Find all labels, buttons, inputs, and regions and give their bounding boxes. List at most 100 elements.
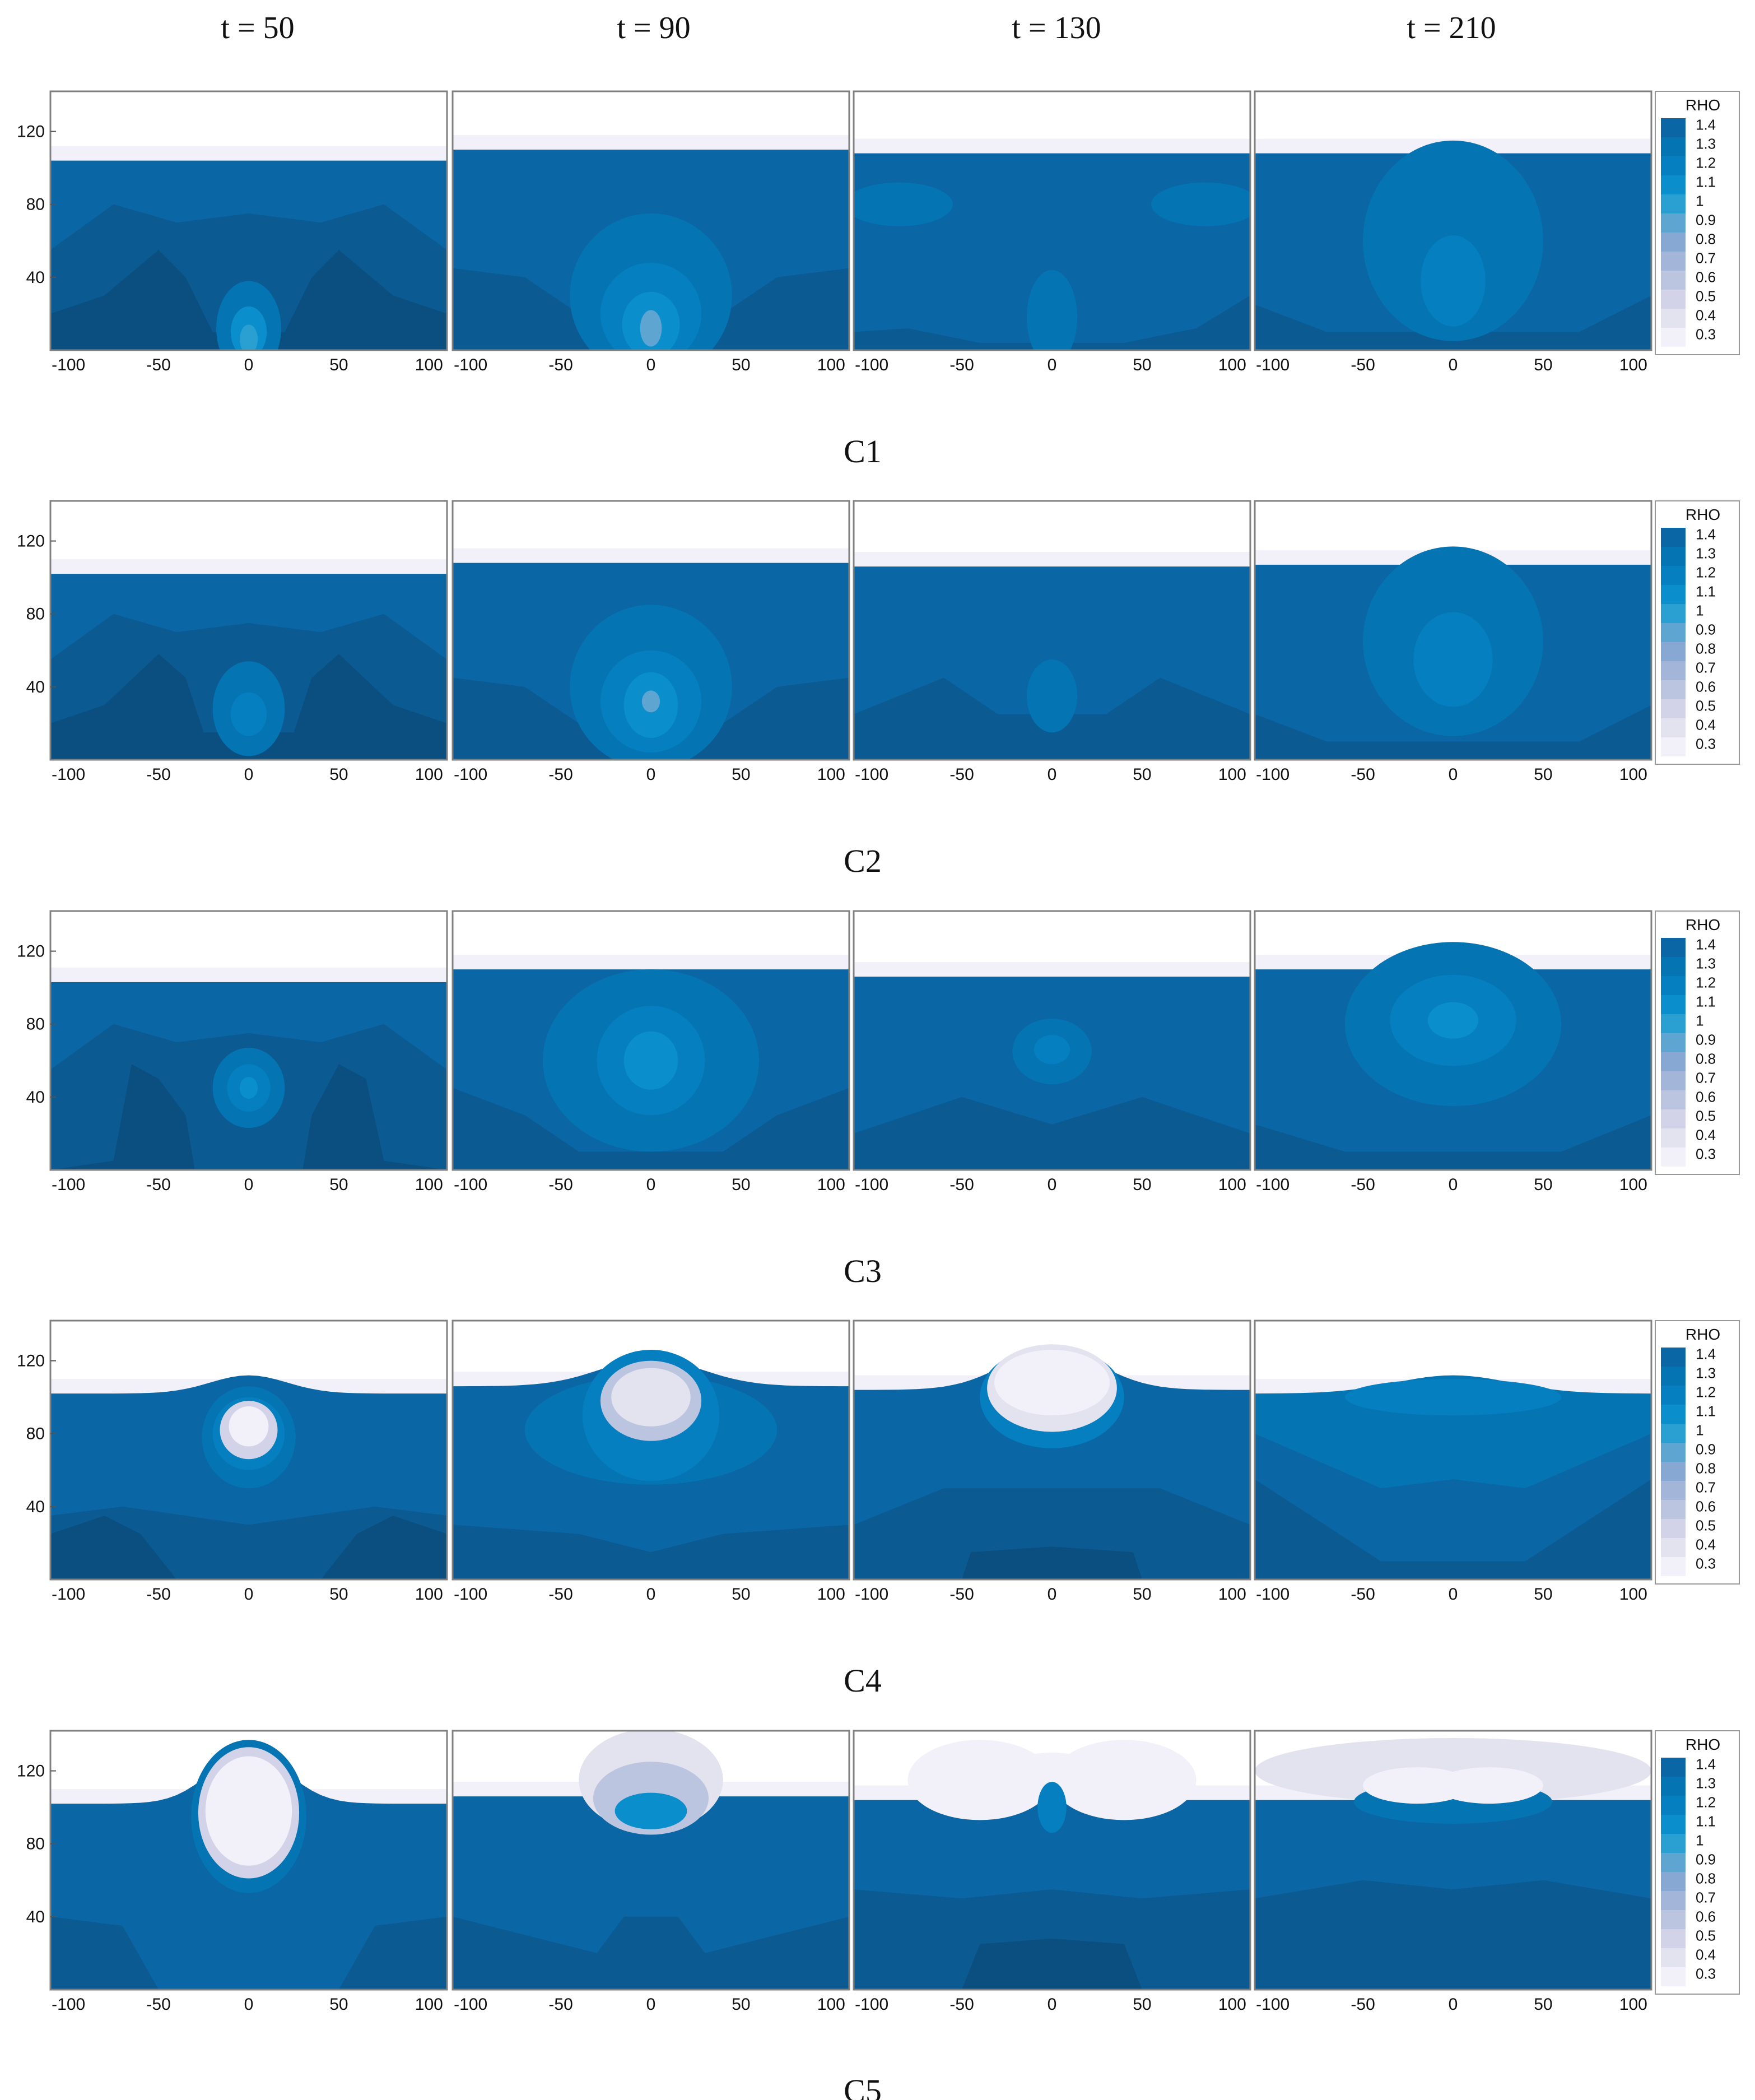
x-tick-label: -50: [146, 1585, 170, 1604]
legend-swatch: [1661, 957, 1686, 976]
rho-legend: RHO 1.4 1.3 1.2 1.1 1 0.9 0.8 0.7 0.6 0.5 0.4 0.3: [1655, 910, 1740, 1175]
x-tick-label: 50: [329, 1585, 348, 1604]
density-contour-region: [1255, 1433, 1651, 1579]
x-tick-label: 0: [646, 1585, 656, 1604]
panel-frame: [853, 910, 1251, 1171]
x-tick-label: -50: [548, 1585, 572, 1604]
density-contour-region: [453, 1088, 849, 1170]
x-tick-label: 50: [1133, 1176, 1151, 1194]
legend-value: 0.6: [1696, 1498, 1716, 1514]
legend-value: 0.9: [1696, 1031, 1716, 1048]
contour-field: [1255, 91, 1651, 350]
legend-swatch: [1661, 680, 1686, 699]
density-contour-region: [854, 295, 1250, 350]
panel-frame: [49, 1320, 448, 1581]
legend-value: 1.3: [1696, 135, 1716, 152]
density-contour-region: [1255, 1115, 1651, 1170]
x-tick-label: -50: [548, 765, 572, 784]
contour-panel: -100 -50 0 50 100: [451, 1730, 850, 2014]
legend-swatch: [1661, 1014, 1686, 1033]
x-tick-label: 0: [244, 1176, 254, 1194]
legend-swatch: [1661, 1519, 1686, 1538]
legend-swatch: [1661, 1948, 1686, 1967]
x-tick-label: -50: [548, 1995, 572, 2014]
legend-value: 1.1: [1696, 583, 1716, 600]
x-tick-label: -50: [146, 356, 170, 374]
legend-title: RHO: [1686, 1736, 1720, 1753]
x-tick-label: 100: [1218, 1995, 1246, 2014]
panel-frame: [49, 500, 448, 761]
legend-swatch: [1661, 1052, 1686, 1071]
contour-panel: -100 -50 0 50 100 40 80 120: [17, 910, 448, 1194]
legend-value: 1.4: [1696, 1755, 1716, 1772]
legend-value: 0.9: [1696, 1441, 1716, 1457]
legend-value: 1: [1696, 602, 1703, 619]
contour-panel: -100 -50 0 50 100: [451, 910, 850, 1194]
legend-swatch: [1661, 1090, 1686, 1109]
density-contour-region: [611, 1368, 691, 1427]
rho-legend: RHO 1.4 1.3 1.2 1.1 1 0.9 0.8 0.7 0.6 0.5 0.4 0.3: [1655, 91, 1740, 355]
legend-title: RHO: [1686, 1326, 1720, 1343]
x-tick-label: -100: [454, 1176, 487, 1194]
legend-value: 1.1: [1696, 1813, 1716, 1829]
y-tick-label: 80: [26, 1015, 45, 1034]
x-tick-label: -100: [1256, 1995, 1290, 2014]
legend-value: 0.3: [1696, 1145, 1716, 1162]
x-tick-label: 100: [415, 1176, 443, 1194]
legend-value: 1: [1696, 1832, 1703, 1848]
contour-panel: -100 -50 0 50 100: [451, 500, 850, 784]
legend-swatch: [1661, 1796, 1686, 1815]
legend-swatch: [1661, 1424, 1686, 1443]
legend-swatch: [1661, 1071, 1686, 1090]
legend-value: 1: [1696, 1012, 1703, 1029]
x-tick-label: 100: [1619, 1585, 1647, 1604]
legend-swatch: [1661, 1891, 1686, 1910]
x-tick-label: -50: [949, 765, 974, 784]
legend-value: 0.7: [1696, 1069, 1716, 1086]
legend-value: 0.5: [1696, 697, 1716, 714]
y-tick-label: 80: [26, 1425, 45, 1443]
x-tick-label: 100: [415, 765, 443, 784]
density-contour-region: [854, 182, 953, 226]
x-tick-label: 0: [1048, 1995, 1057, 2014]
x-tick-label: 50: [732, 1995, 750, 2014]
contour-field: [453, 501, 849, 760]
legend-value: 0.9: [1696, 1851, 1716, 1867]
x-tick-label: -100: [52, 356, 85, 374]
contour-panel: -100 -50 0 50 100 40 80 120: [17, 500, 448, 784]
legend-swatch: [1661, 1872, 1686, 1891]
x-tick-label: -100: [454, 1585, 487, 1604]
contour-panel: -100 -50 0 50 100: [853, 1320, 1251, 1604]
x-tick-label: -50: [949, 356, 974, 374]
x-tick-label: 0: [244, 765, 254, 784]
legend-value: 1.2: [1696, 1383, 1716, 1400]
x-tick-label: -100: [1256, 356, 1290, 374]
time-label: t = 90: [617, 11, 690, 45]
x-tick-label: -50: [1351, 1585, 1375, 1604]
case-label: C5: [844, 2073, 882, 2100]
legend-value: 1.2: [1696, 564, 1716, 580]
panel-frame: [49, 1730, 448, 1991]
x-tick-label: 100: [1619, 1176, 1647, 1194]
y-tick-label: 40: [26, 1908, 45, 1926]
legend-swatch: [1661, 1929, 1686, 1948]
panel-frame: [853, 1730, 1251, 1991]
density-contour-region: [1255, 1479, 1651, 1579]
legend-value: 0.7: [1696, 659, 1716, 676]
density-contour-region: [453, 268, 849, 350]
x-tick-label: -100: [855, 765, 888, 784]
density-contour-region: [453, 677, 849, 760]
x-tick-label: 100: [1619, 1995, 1647, 2014]
legend-value: 0.4: [1696, 1126, 1716, 1143]
legend-swatch: [1661, 1481, 1686, 1500]
x-tick-label: -100: [454, 356, 487, 374]
y-tick-label: 40: [26, 268, 45, 287]
y-tick-label: 40: [26, 678, 45, 696]
density-contour-region: [623, 1031, 678, 1090]
legend-value: 1.2: [1696, 974, 1716, 991]
x-tick-label: -50: [548, 356, 572, 374]
legend-swatch: [1661, 309, 1686, 328]
